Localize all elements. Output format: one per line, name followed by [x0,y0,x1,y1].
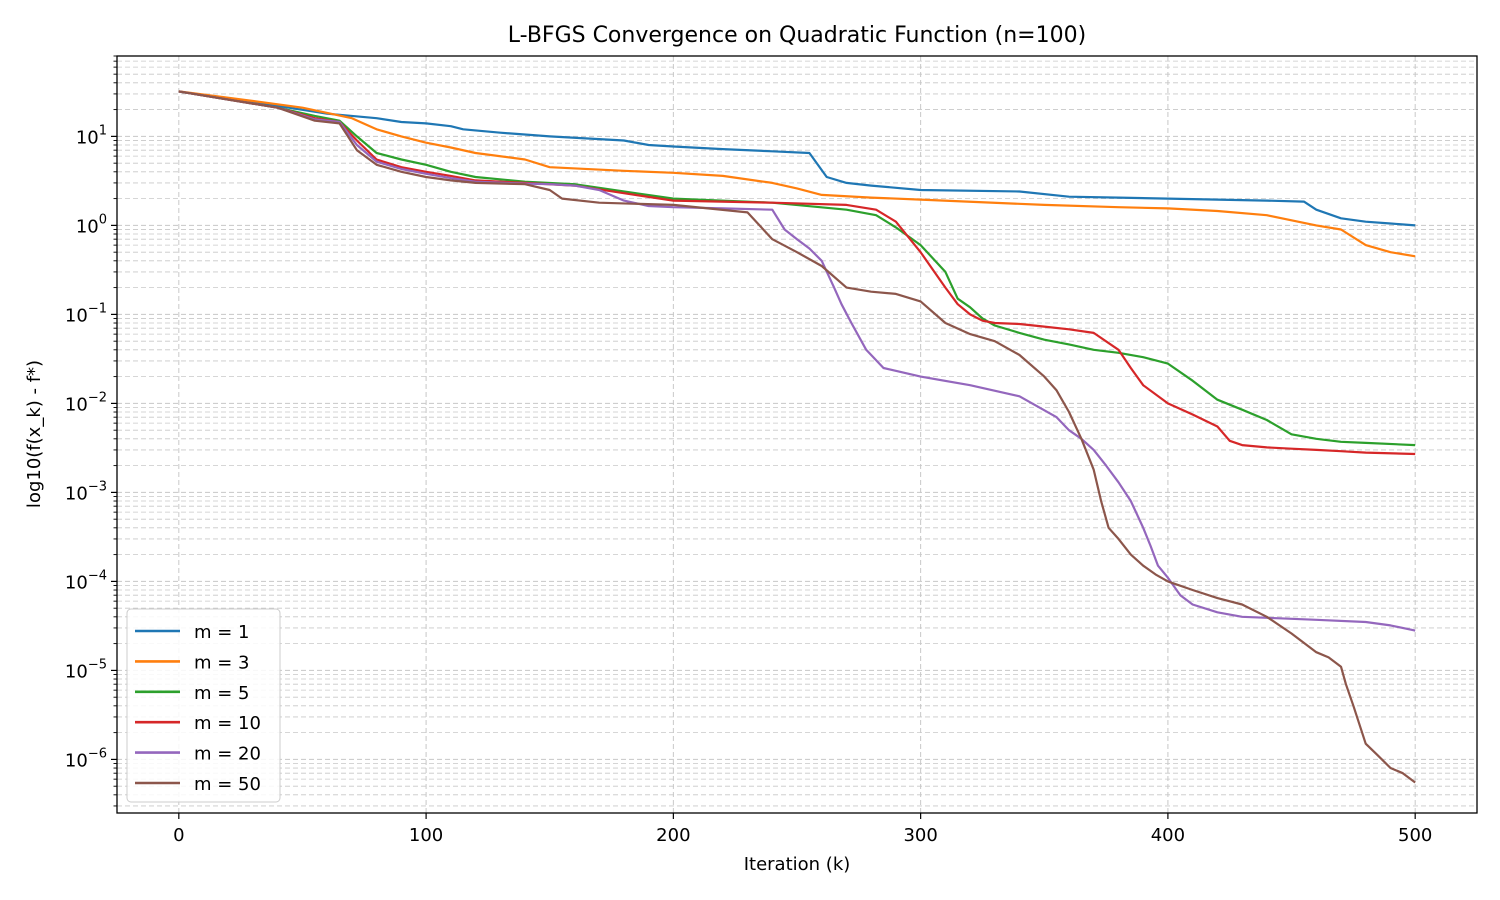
series-layer [178,90,1416,784]
y-tick-label: 10−6 [65,746,107,771]
legend-label: m = 1 [194,622,250,643]
x-axis-label: Iteration (k) [744,854,851,875]
series-line-1 [178,90,1416,227]
x-ticks: 0 100 200 300 400 500 [173,813,1432,846]
legend-label: m = 10 [194,713,261,734]
series-line-2 [178,90,1416,258]
y-tick-label: 10−2 [65,390,107,415]
y-tick-label: 10−3 [65,479,107,504]
y-tick-label: 10−4 [65,568,107,593]
grid [117,55,1477,813]
legend-label: m = 20 [194,744,261,765]
series-line-5 [178,90,1416,632]
x-tick-label: 200 [656,825,690,846]
y-tick-label: 100 [76,212,107,237]
series-line-6 [178,90,1416,784]
y-axis-label: log10(f(x_k) - f*) [24,360,45,508]
x-tick-label: 400 [1151,825,1185,846]
series-line-3 [178,90,1416,447]
legend-label: m = 50 [194,774,261,795]
x-tick-label: 500 [1398,825,1432,846]
legend-label: m = 3 [194,652,250,673]
y-tick-label: 10−1 [65,301,107,326]
legend: m = 1 m = 3 m = 5 m = 10 m = 20 m = 50 [126,608,281,803]
legend-label: m = 5 [194,683,250,704]
y-tick-label: 101 [76,123,107,148]
x-tick-label: 300 [903,825,937,846]
y-tick-label: 10−5 [65,657,107,682]
chart-title: L-BFGS Convergence on Quadratic Function… [508,23,1086,48]
x-tick-label: 100 [409,825,443,846]
x-tick-label: 0 [173,825,184,846]
series-line-4 [178,90,1416,456]
y-ticks: 10−6 10−5 10−4 10−3 10−2 10−1 100 101 [65,55,117,807]
plot-frame [116,55,1478,814]
